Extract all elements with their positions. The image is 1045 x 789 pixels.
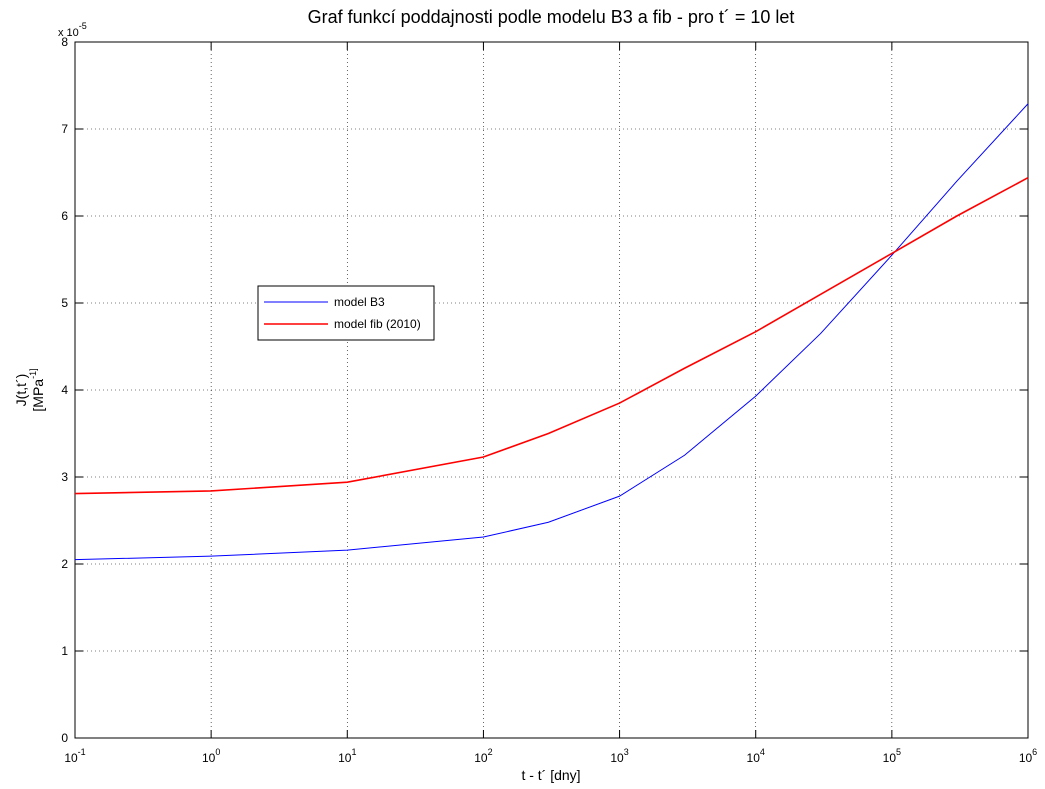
- y-tick-label: 5: [61, 296, 68, 310]
- y-multiplier: x 10-5: [58, 21, 87, 39]
- x-axis-label: t - t´ [dny]: [521, 767, 580, 783]
- x-tick-label: 10-1: [64, 747, 85, 765]
- x-tick-label: 100: [202, 747, 220, 765]
- x-tick-label: 101: [338, 747, 356, 765]
- x-tick-label: 104: [747, 747, 765, 765]
- y-tick-label: 3: [61, 470, 68, 484]
- y-axis-label-line: J(t,t´): [13, 374, 29, 407]
- x-tick-label: 102: [474, 747, 492, 765]
- y-tick-label: 4: [61, 383, 68, 397]
- y-tick-label: 6: [61, 209, 68, 223]
- y-tick-label: 7: [61, 122, 68, 136]
- y-axis-label-line: [MPa-1]: [28, 368, 46, 411]
- legend-label: model fib (2010): [334, 317, 421, 331]
- series-line: [74, 177, 1029, 495]
- x-tick-label: 103: [610, 747, 628, 765]
- legend-label: model B3: [334, 295, 385, 309]
- y-tick-label: 0: [61, 731, 68, 745]
- series-line: [74, 103, 1029, 561]
- x-tick-label: 106: [1019, 747, 1037, 765]
- y-tick-label: 1: [61, 644, 68, 658]
- plot-frame: [74, 41, 1029, 739]
- y-tick-label: 2: [61, 557, 68, 571]
- legend-box: [257, 285, 435, 341]
- y-tick-label: 8: [61, 35, 68, 49]
- x-tick-label: 105: [883, 747, 901, 765]
- y-axis-label: J(t,t´) [MPa-1]: [13, 368, 46, 411]
- chart-title: Graf funkcí poddajnosti podle modelu B3 …: [308, 7, 795, 27]
